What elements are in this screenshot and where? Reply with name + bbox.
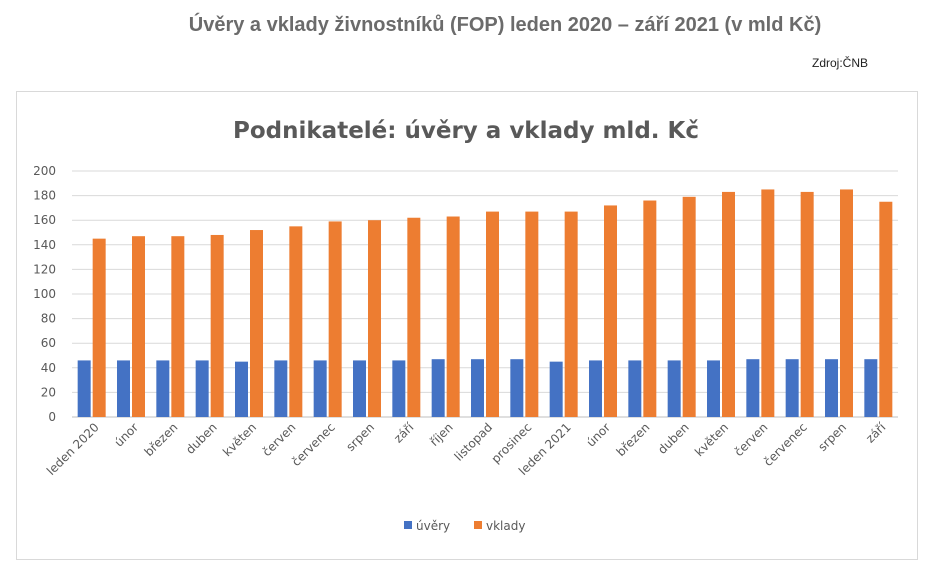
- bar-vklady: [800, 191, 814, 417]
- legend-label-úvěry: úvěry: [416, 519, 450, 533]
- bar-vklady: [643, 200, 657, 417]
- bar-vklady: [289, 226, 303, 417]
- y-tick-label: 180: [33, 189, 56, 203]
- bar-úvěry: [353, 360, 366, 417]
- bar-vklady: [840, 189, 853, 417]
- x-tick-label: květen: [220, 420, 259, 459]
- bar-vklady: [210, 234, 224, 417]
- x-axis-ticks: leden 2020 únor březen duben květen červenčer…: [44, 420, 889, 478]
- bar-úvěry: [707, 360, 720, 417]
- x-tick-label: únor: [112, 420, 141, 449]
- bar-úvěry: [392, 360, 406, 417]
- x-tick-label: únor: [584, 420, 613, 449]
- x-tick-label: září: [391, 420, 417, 446]
- y-tick-label: 80: [41, 312, 56, 326]
- bar-vklady: [132, 236, 145, 417]
- x-tick-label: červenec: [761, 420, 810, 469]
- bar-vklady: [879, 201, 893, 417]
- x-tick-label: březen: [614, 420, 653, 459]
- y-tick-label: 160: [33, 213, 56, 227]
- y-tick-label: 100: [33, 287, 56, 301]
- y-tick-label: 200: [33, 164, 56, 178]
- x-tick-label: říjen: [427, 420, 456, 449]
- gridlines: [72, 170, 898, 418]
- bar-úvěry: [746, 359, 760, 417]
- y-axis-ticks: 0 20 40 60 80 100 120 140 160 180 200: [33, 164, 56, 424]
- y-tick-label: 40: [41, 361, 56, 375]
- x-tick-label: červenec: [289, 420, 338, 469]
- x-tick-label: duben: [183, 420, 220, 457]
- bar-vklady: [250, 230, 263, 417]
- bar-vklady: [407, 217, 421, 417]
- bar-vklady: [722, 191, 735, 417]
- bar-úvěry: [510, 359, 524, 417]
- x-tick-label: leden 2020: [44, 420, 102, 478]
- x-tick-label: červen: [260, 420, 299, 459]
- bar-vklady: [761, 189, 775, 417]
- y-tick-label: 60: [41, 336, 56, 350]
- bar-vklady: [446, 216, 460, 417]
- bar-vklady: [564, 211, 578, 417]
- bar-vklady: [682, 196, 696, 417]
- y-tick-label: 140: [33, 238, 56, 252]
- bar-úvěry: [667, 360, 681, 417]
- x-tick-label: srpen: [815, 420, 849, 454]
- bar-vklady: [92, 238, 106, 417]
- x-tick-label: květen: [692, 420, 731, 459]
- legend-label-vklady: vklady: [486, 519, 525, 533]
- bar-úvěry: [825, 359, 838, 417]
- legend: úvěry vklady: [404, 519, 525, 533]
- source-note: Zdroj:ČNB: [811, 56, 868, 70]
- x-tick-label: březen: [142, 420, 181, 459]
- bar-úvěry: [235, 361, 248, 417]
- bar-vklady: [171, 236, 185, 417]
- bar-úvěry: [589, 360, 602, 417]
- y-tick-label: 20: [41, 385, 56, 399]
- bar-úvěry: [195, 360, 209, 417]
- bar-úvěry: [628, 360, 642, 417]
- bar-úvěry: [313, 360, 327, 417]
- legend-swatch-úvěry: [404, 521, 412, 529]
- bar-úvěry: [864, 359, 878, 417]
- chart-title: Podnikatelé: úvěry a vklady mld. Kč: [233, 118, 699, 144]
- bar-úvěry: [274, 360, 288, 417]
- bar-úvěry: [785, 359, 799, 417]
- bars: [77, 189, 893, 417]
- bar-úvěry: [77, 360, 91, 417]
- y-tick-label: 120: [33, 262, 56, 276]
- bar-vklady: [486, 211, 499, 417]
- x-tick-label: červen: [732, 420, 771, 459]
- x-tick-label: září: [863, 420, 889, 446]
- x-tick-label: duben: [655, 420, 692, 457]
- bar-úvěry: [471, 359, 484, 417]
- bar-úvěry: [431, 359, 445, 417]
- bar-vklady: [525, 211, 539, 417]
- x-tick-label: srpen: [343, 420, 377, 454]
- y-tick-label: 0: [48, 410, 56, 424]
- legend-swatch-vklady: [474, 521, 482, 529]
- bar-vklady: [604, 205, 617, 417]
- bar-vklady: [328, 221, 342, 417]
- bar-úvěry: [549, 361, 563, 417]
- bar-úvěry: [156, 360, 170, 417]
- bar-úvěry: [117, 360, 130, 417]
- page-title: Úvěry a vklady živnostníků (FOP) leden 2…: [188, 14, 822, 36]
- bar-vklady: [368, 220, 381, 417]
